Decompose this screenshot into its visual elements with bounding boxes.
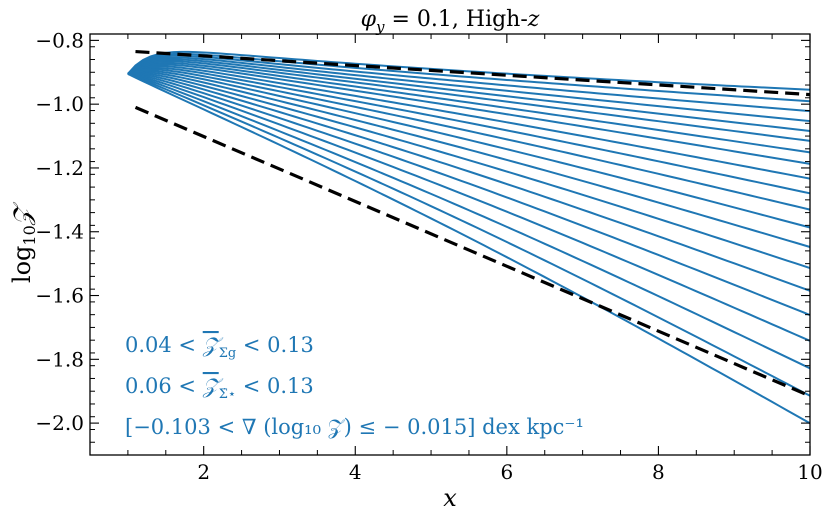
curve-3: [127, 54, 811, 113]
curve-17: [127, 72, 811, 342]
annotation-line-1: 0.04 < 𝒵Σg < 0.13: [125, 333, 314, 361]
plot-frame: [89, 33, 811, 456]
y-tick-label: −1.8: [35, 347, 84, 371]
curve-8: [127, 63, 811, 165]
curve-10: [127, 66, 811, 195]
x-axis-label: x: [443, 484, 457, 512]
curve-18: [127, 72, 811, 370]
curve-12: [127, 69, 811, 229]
x-tick-label: 6: [500, 460, 513, 484]
y-tick-label: −1.4: [35, 220, 84, 244]
y-tick-label: −1.2: [35, 156, 84, 180]
ylabel-sub: 10: [20, 225, 39, 245]
curve-1: [127, 50, 811, 91]
title-var: z: [527, 7, 540, 32]
curve-7: [127, 61, 811, 154]
curve-9: [127, 65, 811, 180]
title-subscript: y: [375, 18, 385, 36]
x-tick-label: 2: [197, 460, 210, 484]
curve-13: [127, 71, 811, 248]
curve-5: [127, 58, 811, 132]
curve-4: [127, 56, 811, 123]
annotation-block: 0.04 < 𝒵Σg < 0.13 0.06 < 𝒵Σ̇⋆ < 0.13 [−0…: [125, 333, 584, 439]
ylabel-main: log: [8, 246, 36, 284]
curve-family: [127, 50, 811, 425]
x-tick-label: 8: [652, 460, 665, 484]
curve-19: [127, 72, 811, 397]
curve-11: [127, 68, 811, 211]
y-tick-label: −2.0: [35, 411, 84, 435]
y-axis-label: log10𝒵: [8, 201, 39, 283]
curve-15: [127, 72, 811, 292]
dashed-line-2: [134, 105, 811, 398]
chart-title: φy = 0.1, High-z: [361, 7, 540, 36]
y-tick-label: −1.6: [35, 284, 84, 308]
curve-14: [127, 72, 811, 270]
dashed-line-1: [135, 49, 811, 97]
curve-20: [127, 72, 811, 425]
y-tick-label: −0.8: [35, 28, 84, 52]
curve-6: [127, 60, 811, 142]
title-symbol: φ: [361, 7, 377, 32]
annotation-line-3: [−0.103 < ∇ (log₁₀ 𝒵) ≤ − 0.015] dex kpc…: [125, 415, 584, 439]
axis-ticks: 2 4 6 8 10 −0.8 −1.0 −1.2 −1.4 −1.6 −1.8 −2.0: [35, 28, 822, 484]
ylabel-var: 𝒵: [8, 201, 36, 226]
title-rest: = 0.1, High-: [384, 7, 527, 32]
y-tick-label: −1.0: [35, 92, 84, 116]
curve-16: [127, 72, 811, 316]
annotation-line-2: 0.06 < 𝒵Σ̇⋆ < 0.13: [125, 374, 314, 402]
x-tick-label: 4: [349, 460, 362, 484]
dashed-bounds: [134, 49, 811, 398]
x-tick-label: 10: [797, 460, 822, 484]
